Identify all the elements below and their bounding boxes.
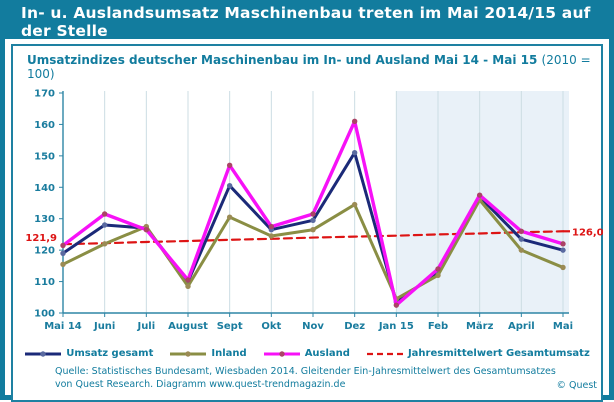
legend-swatch-icon [263,350,300,357]
chart-title-main: Umsatzindizes deutscher Maschinenbau im … [27,53,538,67]
svg-text:150: 150 [34,151,55,162]
svg-text:Jan 15: Jan 15 [378,321,414,332]
svg-text:April: April [508,321,535,332]
legend-label: Umsatz gesamt [66,348,154,359]
chart-title-scale: (2010 = 100) [27,53,591,81]
svg-text:Sept: Sept [217,321,243,332]
svg-text:100: 100 [34,309,55,320]
legend-item-3: Jahresmittelwert Gesamtumsatz [366,348,590,359]
legend-item-0: Umsatz gesamt [24,348,153,359]
svg-text:160: 160 [34,120,55,131]
source-line-1: Quelle: Statistisches Bundesamt, Wiesbad… [55,366,556,377]
legend-swatch-icon [25,350,62,357]
legend-swatch-icon [170,350,207,357]
svg-text:Mai 14: Mai 14 [44,321,82,332]
chart-svg: 100 110 120 130 140 150 160 170 Mai 14 Juni Juli Au… [25,89,603,333]
legend-item-1: Inland [169,348,247,359]
svg-text:Mai: Mai [553,321,573,332]
legend-item-2: Ausland [263,348,350,359]
svg-text:120: 120 [34,246,55,257]
chart-title: Umsatzindizes deutscher Maschinenbau im … [13,46,601,81]
svg-text:130: 130 [34,214,55,225]
svg-text:Juli: Juli [136,321,155,332]
source-line-2: von Quest Research. Diagramm www.quest-t… [55,378,346,390]
legend-swatch-icon [366,352,403,355]
legend-label: Jahresmittelwert Gesamtumsatz [407,348,590,359]
legend-label: Ausland [304,348,350,359]
svg-text:Okt: Okt [261,321,281,332]
svg-text:Dez: Dez [344,321,365,332]
line-chart: 100 110 120 130 140 150 160 170 Mai 14 Juni Juli Au… [15,83,603,347]
svg-text:110: 110 [34,277,55,288]
copyright-label: © Quest [556,380,597,391]
legend-label: Inland [211,348,247,359]
svg-text:121,9: 121,9 [25,233,57,244]
svg-text:März: März [466,321,494,332]
page-title: In- u. Auslandsumsatz Maschinenbau trete… [21,4,591,40]
svg-text:August: August [168,321,208,332]
svg-text:140: 140 [34,183,55,194]
svg-text:Nov: Nov [302,321,324,332]
svg-text:Feb: Feb [428,321,448,332]
svg-text:126,0: 126,0 [572,227,603,238]
svg-text:Juni: Juni [93,321,115,332]
source-note: Quelle: Statistisches Bundesamt, Wiesbad… [55,366,591,392]
chart-panel: Umsatzindizes deutscher Maschinenbau im … [11,44,604,402]
svg-text:170: 170 [34,89,55,100]
chart-legend: Umsatz gesamt Inland Ausland Jahresmittelwe… [13,348,601,359]
header-bar: In- u. Auslandsumsatz Maschinenbau trete… [5,4,609,40]
